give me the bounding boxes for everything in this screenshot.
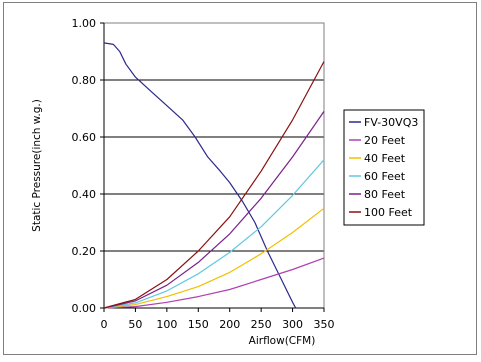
legend-label: 60 Feet (364, 170, 406, 183)
plot-area (103, 22, 325, 309)
x-axis-ticks: 0 50 100 150 200 250 300 350 (101, 308, 335, 331)
y-axis-ticks: 0.00 0.20 0.40 0.60 0.80 1.00 (72, 17, 104, 315)
legend-label: FV-30VQ3 (364, 116, 418, 129)
legend-label: 80 Feet (364, 188, 406, 201)
gridlines (104, 22, 324, 252)
x-tick-label: 100 (156, 318, 177, 331)
y-tick-label: 1.00 (72, 17, 97, 30)
legend-label: 20 Feet (364, 134, 406, 147)
chart-svg: 0.00 0.20 0.40 0.60 0.80 1.00 0 50 100 150 200 250… (31, 17, 425, 347)
series-line (103, 159, 325, 309)
y-axis-label: Static Pressure(inch w.g.) (31, 99, 43, 232)
chart-frame: 0.00 0.20 0.40 0.60 0.80 1.00 0 50 100 150 200 250… (3, 2, 477, 355)
series-line (103, 61, 325, 309)
legend: FV-30VQ3 20 Feet 40 Feet 60 Feet 80 Feet 100 … (343, 109, 425, 226)
legend-label: 100 Feet (364, 206, 413, 219)
series-line (103, 111, 325, 309)
x-tick-label: 250 (251, 318, 272, 331)
plot-border (103, 22, 325, 309)
series-line (103, 207, 325, 309)
x-tick-label: 0 (101, 318, 108, 331)
y-tick-label: 0.80 (72, 74, 97, 87)
x-tick-label: 200 (219, 318, 240, 331)
series-line (103, 257, 325, 309)
y-tick-label: 0.20 (72, 245, 97, 258)
legend-box (343, 109, 425, 226)
y-tick-label: 0.60 (72, 131, 97, 144)
x-tick-label: 50 (128, 318, 142, 331)
x-tick-label: 300 (282, 318, 303, 331)
legend-label: 40 Feet (364, 152, 406, 165)
y-tick-label: 0.40 (72, 188, 97, 201)
x-axis-label: Airflow(CFM) (249, 335, 316, 347)
x-tick-label: 150 (188, 318, 209, 331)
series-layer (103, 42, 325, 309)
y-tick-label: 0.00 (72, 302, 97, 315)
x-tick-label: 350 (314, 318, 335, 331)
series-line (103, 42, 297, 309)
